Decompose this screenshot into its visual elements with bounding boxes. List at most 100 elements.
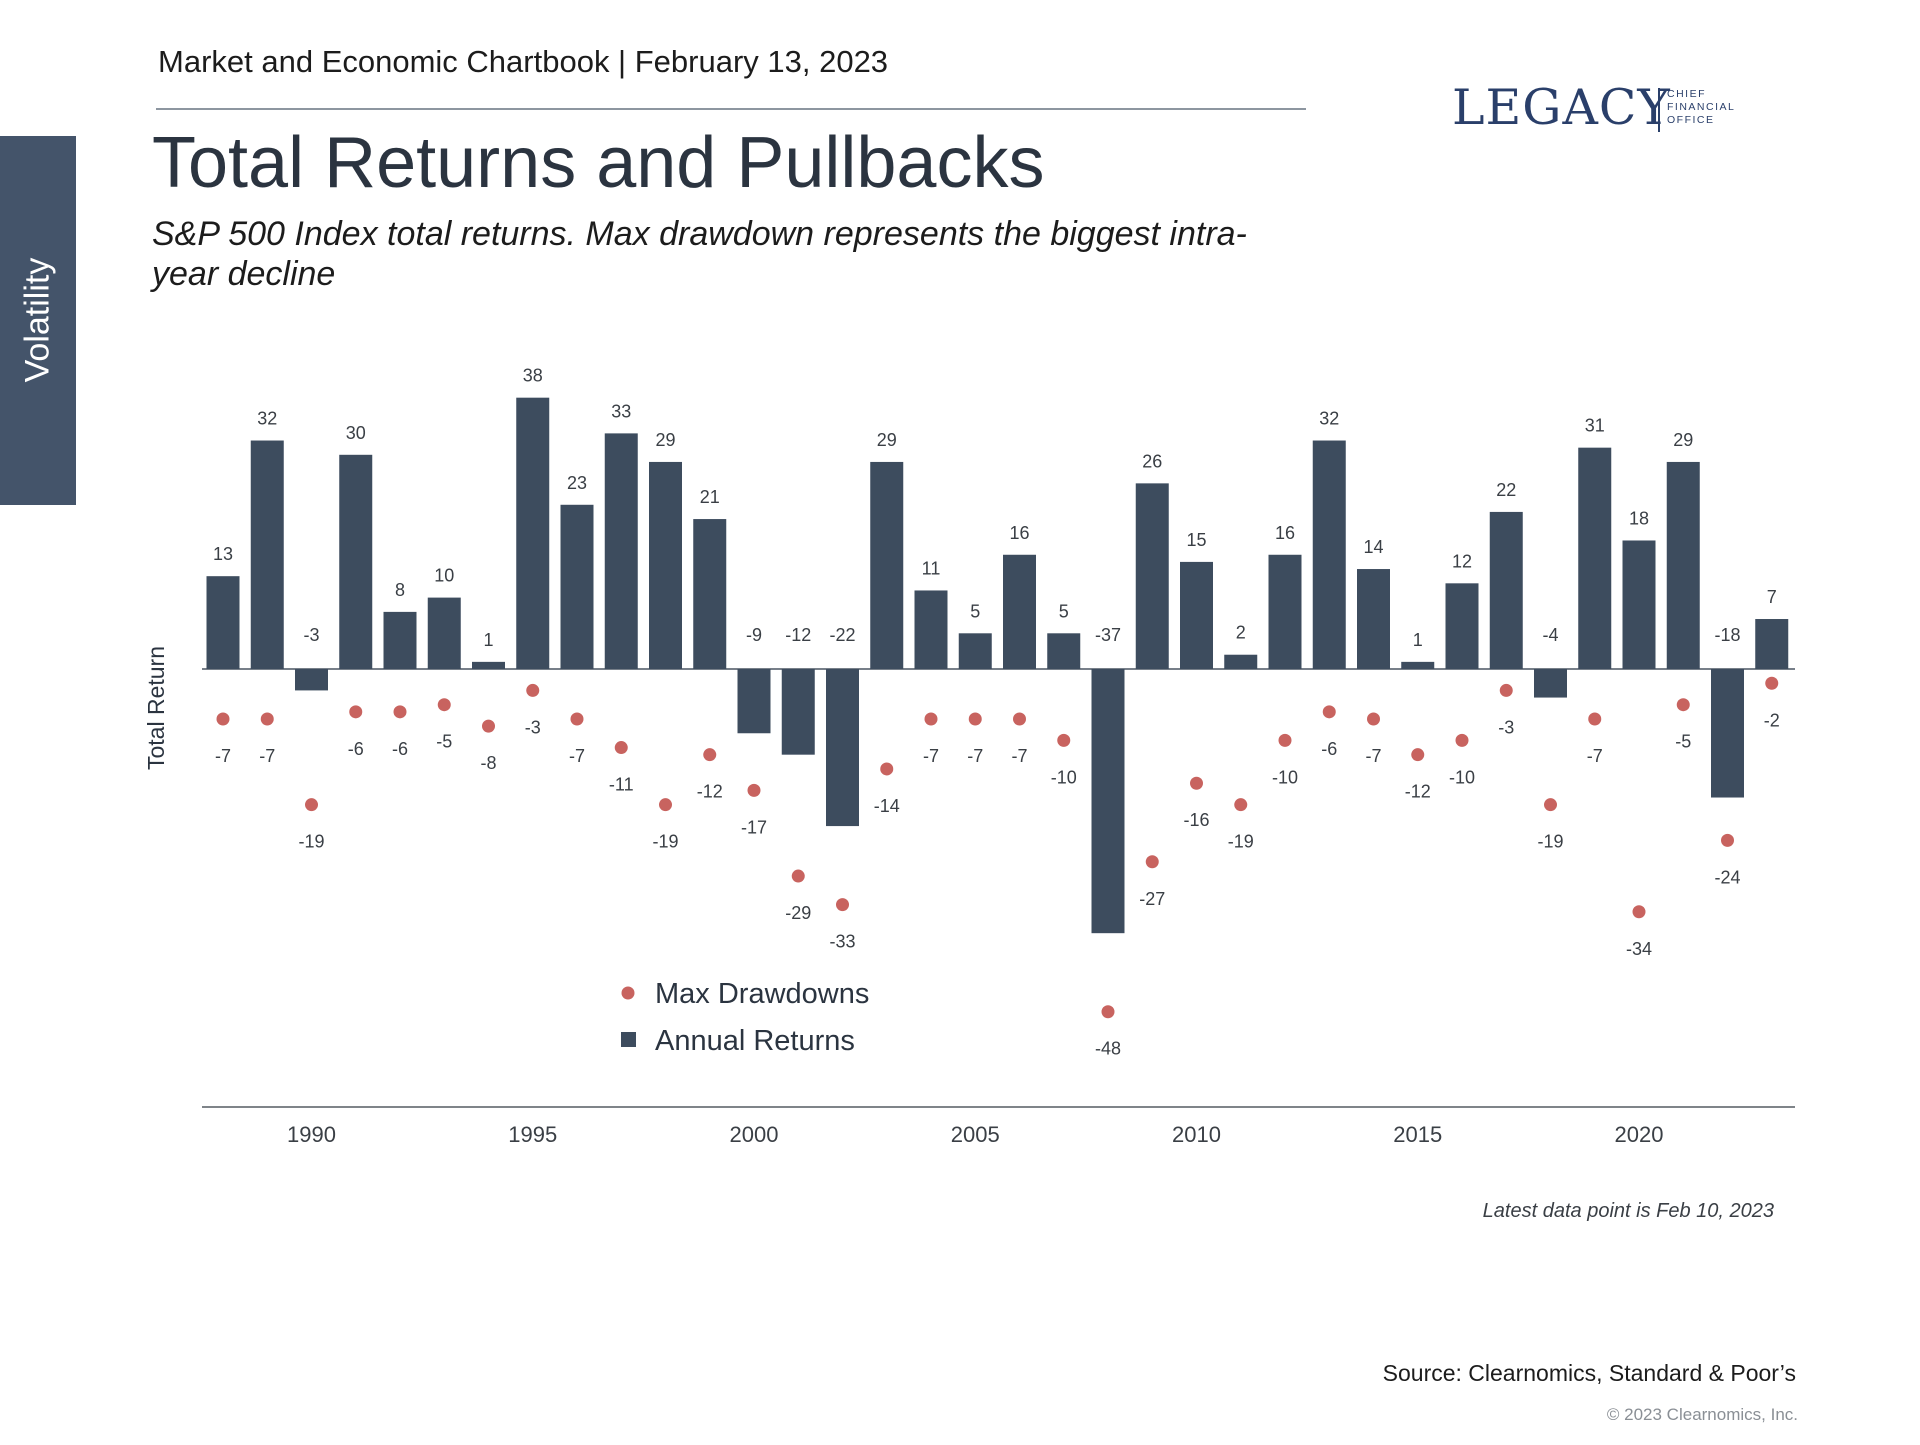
drawdown-label-2011: -19 — [1228, 832, 1254, 852]
drawdown-dot-1998 — [659, 798, 672, 812]
drawdown-label-2007: -10 — [1051, 767, 1077, 787]
bar-1992 — [383, 611, 417, 669]
drawdown-label-2020: -34 — [1626, 939, 1652, 959]
logo-sub-line-2: FINANCIAL — [1667, 101, 1736, 113]
drawdown-label-2002: -33 — [829, 932, 855, 952]
drawdown-dot-2004 — [924, 712, 938, 726]
x-tick-label-1995: 1995 — [508, 1122, 557, 1147]
return-label-2003: 29 — [877, 430, 897, 450]
return-label-1997: 33 — [611, 401, 631, 421]
drawdown-dot-2015 — [1411, 748, 1425, 762]
source-text: Source: Clearnomics, Standard & Poor’s — [1382, 1360, 1796, 1386]
page-subtitle: S&P 500 Index total returns. Max drawdow… — [152, 215, 1247, 293]
drawdown-dot-2010 — [1190, 776, 1203, 790]
drawdown-label-2016: -10 — [1449, 767, 1475, 787]
bar-1993 — [427, 597, 461, 669]
drawdown-label-2009: -27 — [1139, 889, 1165, 909]
drawdown-label-2021: -5 — [1675, 732, 1691, 752]
drawdown-dot-1995 — [526, 683, 540, 697]
drawdown-label-1993: -5 — [436, 732, 452, 752]
drawdown-dot-2016 — [1455, 733, 1469, 747]
drawdown-dot-1988 — [216, 712, 230, 726]
drawdown-label-1999: -12 — [697, 782, 723, 802]
bar-2007 — [1047, 633, 1081, 669]
logo-sub-line-3: OFFICE — [1667, 114, 1715, 126]
bar-1995 — [516, 397, 550, 669]
drawdown-dot-1999 — [703, 748, 717, 762]
bar-1991 — [339, 454, 373, 669]
drawdown-label-2004: -7 — [923, 746, 939, 766]
drawdown-label-2015: -12 — [1405, 782, 1431, 802]
data-note: Latest data point is Feb 10, 2023 — [1482, 1200, 1774, 1222]
return-label-2002: -22 — [829, 625, 855, 645]
return-label-2000: -9 — [746, 625, 762, 645]
bar-2013 — [1312, 440, 1346, 669]
header-divider — [156, 108, 1306, 110]
drawdown-dot-2021 — [1676, 698, 1690, 712]
return-label-1990: -3 — [303, 625, 319, 645]
drawdown-label-1996: -7 — [569, 746, 585, 766]
drawdown-dot-2013 — [1322, 705, 1336, 719]
drawdown-label-1994: -8 — [480, 753, 496, 773]
drawdown-label-2017: -3 — [1498, 717, 1514, 737]
drawdown-label-1990: -19 — [298, 832, 324, 852]
bar-2003 — [870, 461, 904, 669]
drawdown-dot-2002 — [836, 898, 849, 912]
x-tick-label-2005: 2005 — [951, 1122, 1000, 1147]
bar-2015 — [1401, 661, 1435, 669]
drawdown-dot-1992 — [393, 705, 407, 719]
x-tick-label-2015: 2015 — [1393, 1122, 1442, 1147]
logo-sub-line-1: CHIEF — [1667, 88, 1706, 100]
drawdown-dot-2012 — [1278, 733, 1292, 747]
drawdown-dot-1994 — [482, 719, 495, 733]
return-label-1999: 21 — [700, 487, 720, 507]
drawdown-label-2023: -2 — [1764, 710, 1780, 730]
drawdown-dot-1989 — [260, 712, 274, 726]
drawdown-dot-2005 — [968, 712, 982, 726]
return-label-2006: 16 — [1009, 523, 1029, 543]
return-label-2020: 18 — [1629, 508, 1649, 528]
y-axis-label: Total Return — [143, 646, 169, 770]
return-label-1994: 1 — [483, 630, 493, 650]
drawdown-label-1995: -3 — [525, 717, 541, 737]
bar-2012 — [1268, 554, 1302, 669]
drawdown-dot-2011 — [1234, 798, 1248, 812]
page-title: Total Returns and Pullbacks — [152, 123, 1045, 203]
copyright-text: © 2023 Clearnomics, Inc. — [1606, 1405, 1798, 1424]
bar-2011 — [1224, 654, 1258, 669]
drawdown-dot-2020 — [1632, 905, 1646, 919]
return-label-1993: 10 — [434, 566, 454, 586]
drawdown-dot-2017 — [1499, 683, 1513, 697]
x-tick-label-1990: 1990 — [287, 1122, 336, 1147]
drawdown-label-2000: -17 — [741, 817, 767, 837]
return-label-2005: 5 — [970, 601, 980, 621]
x-tick-label-2020: 2020 — [1615, 1122, 1664, 1147]
return-label-2013: 32 — [1319, 409, 1339, 429]
return-label-1991: 30 — [346, 423, 366, 443]
bar-2019 — [1578, 447, 1612, 669]
drawdown-dot-1993 — [437, 698, 451, 712]
drawdown-label-2006: -7 — [1011, 746, 1027, 766]
return-label-1996: 23 — [567, 473, 587, 493]
bar-2022 — [1711, 669, 1744, 798]
bar-2002 — [826, 669, 859, 827]
drawdown-label-2001: -29 — [785, 903, 811, 923]
return-label-1989: 32 — [257, 409, 277, 429]
return-label-2022: -18 — [1714, 625, 1740, 645]
drawdown-dot-2019 — [1588, 712, 1602, 726]
return-label-1988: 13 — [213, 544, 233, 564]
bar-1999 — [693, 519, 727, 669]
drawdown-label-2012: -10 — [1272, 767, 1298, 787]
bar-2023 — [1755, 619, 1789, 669]
drawdown-dot-1997 — [614, 741, 628, 755]
bar-1988 — [206, 576, 240, 669]
legend-bar-icon — [621, 1032, 636, 1047]
bar-1997 — [604, 433, 638, 669]
bar-2009 — [1135, 483, 1169, 669]
drawdown-dot-2018 — [1544, 798, 1557, 812]
return-label-2010: 15 — [1186, 530, 1206, 550]
drawdown-label-1992: -6 — [392, 739, 408, 759]
bar-1996 — [560, 504, 594, 669]
bar-2016 — [1445, 583, 1479, 669]
